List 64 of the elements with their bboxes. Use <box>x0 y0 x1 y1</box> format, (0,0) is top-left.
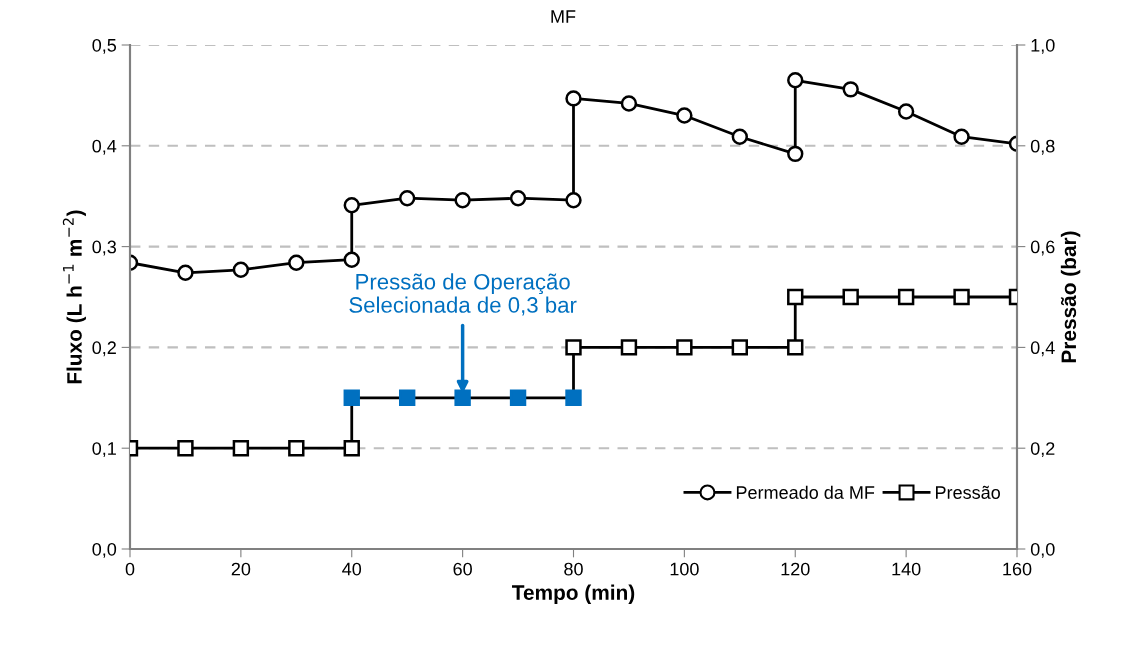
point <box>620 95 638 112</box>
point <box>787 288 804 306</box>
point <box>454 192 471 209</box>
y-tick-label: 0,2 <box>92 341 116 357</box>
point <box>565 389 582 406</box>
y-tick-label: 0,1 <box>92 442 116 458</box>
y2-tick-label: 0,8 <box>1030 139 1055 155</box>
point <box>177 264 194 281</box>
point <box>676 339 693 356</box>
point <box>731 339 749 356</box>
point <box>288 440 305 457</box>
point <box>787 145 804 163</box>
point <box>620 339 638 356</box>
point <box>565 192 582 209</box>
point <box>953 128 970 145</box>
point <box>509 389 527 406</box>
point <box>343 197 360 214</box>
point <box>787 72 804 89</box>
y-tick-label: 0,4 <box>92 139 117 155</box>
x-tick-label: 100 <box>670 562 699 576</box>
legend-label: Permeado da MF <box>736 485 875 499</box>
point <box>565 90 582 107</box>
point <box>509 190 527 207</box>
point <box>398 389 416 406</box>
point <box>842 81 859 98</box>
point <box>232 261 250 278</box>
y2-axis-title: Pressão (bar) <box>1060 231 1081 363</box>
y2-tick-label: 0,6 <box>1030 240 1055 256</box>
x-tick-label: 0 <box>125 562 135 576</box>
point <box>953 288 970 306</box>
x-tick-label: 60 <box>453 562 472 576</box>
point <box>343 251 360 268</box>
point <box>842 288 859 306</box>
y2-tick-label: 1,0 <box>1031 38 1055 54</box>
x-axis-title: Tempo (min) <box>512 584 635 604</box>
legend-label: Pressão <box>936 485 1000 499</box>
point <box>731 128 749 145</box>
point <box>676 107 693 124</box>
point <box>343 389 360 406</box>
point <box>343 440 360 457</box>
point <box>897 288 915 306</box>
x-tick-label: 80 <box>564 562 583 576</box>
annotation: Pressão de Operação Selecionada de 0,3 bar <box>349 273 577 316</box>
chart-title: MF <box>551 10 576 23</box>
x-tick-label: 140 <box>892 562 921 576</box>
point <box>454 389 471 406</box>
y-tick-label: 0,3 <box>92 240 117 256</box>
point <box>232 440 250 457</box>
point <box>897 103 915 120</box>
point <box>398 190 416 207</box>
y-tick-label: 0,0 <box>92 542 117 558</box>
point <box>565 339 582 356</box>
x-tick-label: 40 <box>342 562 362 576</box>
x-tick-label: 160 <box>1003 562 1032 576</box>
y2-tick-label: 0,4 <box>1030 341 1055 357</box>
point <box>288 254 305 271</box>
point <box>177 440 194 457</box>
x-tick-label: 20 <box>231 562 251 576</box>
point <box>787 339 804 356</box>
x-tick-label: 120 <box>781 562 810 576</box>
y-tick-label: 0,5 <box>92 38 117 54</box>
y2-tick-label: 0,2 <box>1030 442 1055 458</box>
y-axis-title: Fluxo (L h$^{−1}$ m$^{−2}$) <box>62 210 86 384</box>
y2-tick-label: 0,0 <box>1030 542 1055 558</box>
